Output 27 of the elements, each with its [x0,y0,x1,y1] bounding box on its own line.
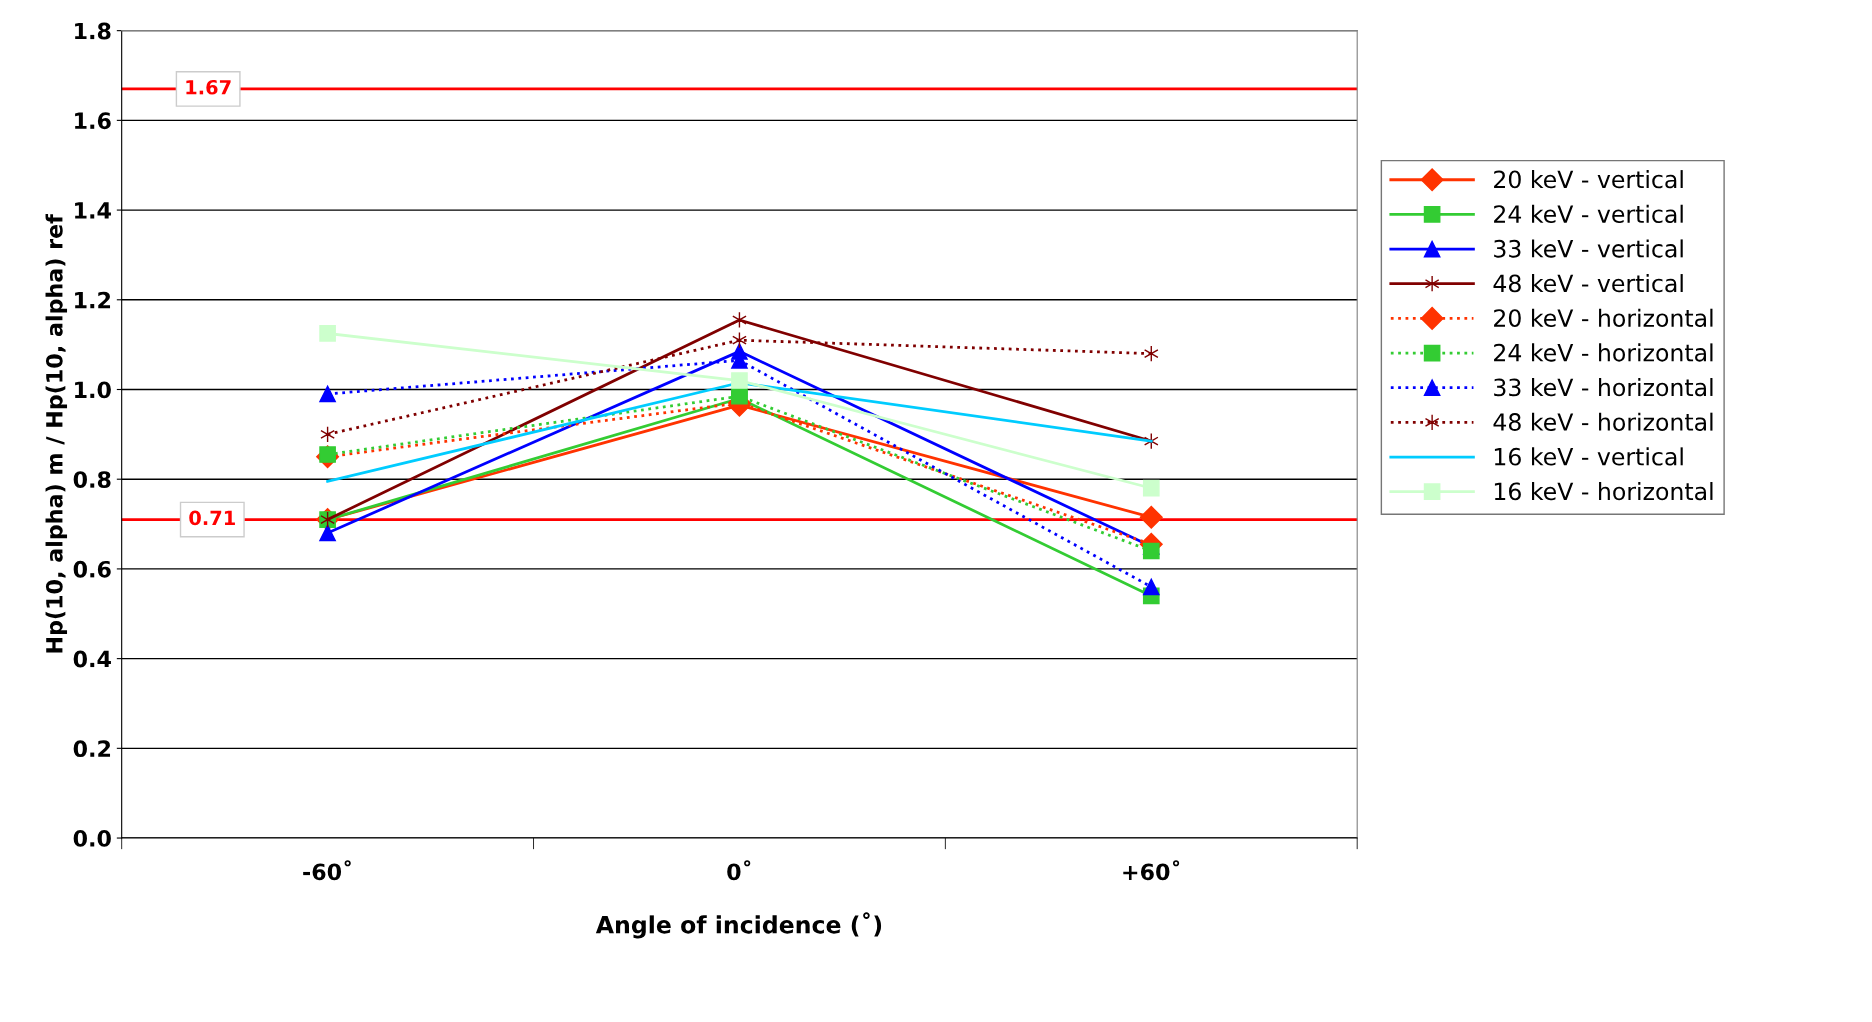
legend-label: 16 keV - horizontal [1494,481,1713,501]
y-tick-label: 1.0 [75,381,111,399]
y-axis-title: Hp(10, alpha) m / Hp(10, alpha) ref [45,213,68,653]
y-tick-label: 0.0 [73,829,111,847]
x-tick-label: +60˚ [1123,860,1180,881]
y-tick-label: 0.8 [73,471,111,488]
legend-label: 20 keV - horizontal [1494,308,1713,327]
legend-label: 24 keV - horizontal [1494,343,1713,362]
legend-label: 20 keV - vertical [1494,170,1683,189]
legend-label: 48 keV - vertical [1493,274,1683,293]
y-tick-label: 0.6 [73,560,111,578]
legend-label: 16 keV - vertical [1494,447,1683,466]
x-tick-label: -60˚ [303,860,351,881]
ref-line-label: 0.71 [189,510,235,526]
legend-label: 48 keV - horizontal [1493,412,1713,431]
y-tick-label: 1.8 [75,22,111,40]
y-tick-label: 0.2 [73,740,111,758]
y-tick-label: 1.6 [75,112,111,130]
x-axis-title: Angle of incidence (˚) [595,912,882,939]
y-tick-label: 0.4 [73,650,111,668]
x-tick-label: 0˚ [727,860,751,881]
y-tick-label: 1.4 [75,202,111,219]
legend-label: 24 keV - vertical [1494,204,1683,224]
legend-label: 33 keV - vertical [1494,239,1683,258]
legend-label: 33 keV - horizontal [1494,378,1713,397]
y-tick-label: 1.2 [75,291,111,309]
ref-line-label: 1.67 [186,79,231,95]
